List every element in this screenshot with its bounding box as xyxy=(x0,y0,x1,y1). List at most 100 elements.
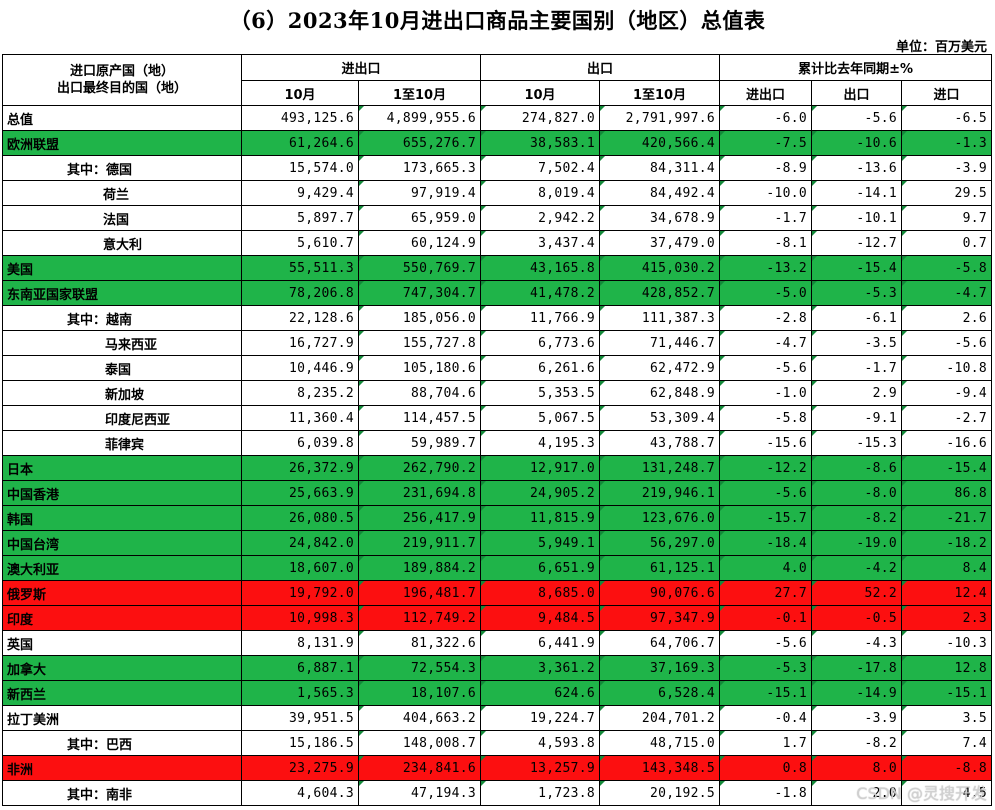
cell-trade-cum[interactable]: 105,180.6 xyxy=(357,355,482,381)
cell-trade-month[interactable]: 16,727.9 xyxy=(241,330,359,356)
cell-trade-cum[interactable]: 404,663.2 xyxy=(357,705,482,731)
row-label-cell[interactable]: 澳大利亚 xyxy=(2,555,242,581)
cell-yoy-export[interactable]: -5.3 xyxy=(811,280,903,306)
cell-export-month[interactable]: 19,224.7 xyxy=(480,705,601,731)
cell-export-month[interactable]: 41,478.2 xyxy=(480,280,601,306)
cell-yoy-import[interactable]: -5.8 xyxy=(901,255,993,281)
cell-yoy-trade[interactable]: -12.2 xyxy=(719,455,813,481)
cell-export-cum[interactable]: 84,311.4 xyxy=(599,155,721,181)
cell-export-month[interactable]: 11,815.9 xyxy=(480,505,601,531)
cell-yoy-import[interactable]: -16.6 xyxy=(901,430,993,456)
cell-yoy-export[interactable]: 2.9 xyxy=(811,380,903,406)
cell-yoy-trade[interactable]: -1.8 xyxy=(719,780,813,806)
header-export-month[interactable]: 10月 xyxy=(480,80,601,106)
cell-yoy-export[interactable]: -4.3 xyxy=(811,630,903,656)
cell-yoy-export[interactable]: -1.7 xyxy=(811,355,903,381)
row-label-cell[interactable]: 俄罗斯 xyxy=(2,580,242,606)
cell-export-cum[interactable]: 53,309.4 xyxy=(599,405,721,431)
cell-export-cum[interactable]: 111,387.3 xyxy=(599,305,721,331)
cell-yoy-export[interactable]: -9.1 xyxy=(811,405,903,431)
cell-yoy-export[interactable]: -15.4 xyxy=(811,255,903,281)
cell-export-cum[interactable]: 62,848.9 xyxy=(599,380,721,406)
cell-trade-month[interactable]: 15,186.5 xyxy=(241,730,359,756)
cell-export-month[interactable]: 6,261.6 xyxy=(480,355,601,381)
row-label-cell[interactable]: 马来西亚 xyxy=(2,330,242,356)
cell-yoy-trade[interactable]: -5.0 xyxy=(719,280,813,306)
cell-trade-cum[interactable]: 747,304.7 xyxy=(357,280,482,306)
cell-trade-month[interactable]: 23,275.9 xyxy=(241,755,359,781)
cell-export-month[interactable]: 12,917.0 xyxy=(480,455,601,481)
cell-export-month[interactable]: 7,502.4 xyxy=(480,155,601,181)
cell-yoy-import[interactable]: 12.8 xyxy=(901,655,993,681)
cell-yoy-import[interactable]: -6.5 xyxy=(901,105,993,131)
row-label-cell[interactable]: 欧洲联盟 xyxy=(2,130,242,156)
cell-trade-cum[interactable]: 185,056.0 xyxy=(357,305,482,331)
cell-yoy-trade[interactable]: -4.7 xyxy=(719,330,813,356)
cell-export-month[interactable]: 1,723.8 xyxy=(480,780,601,806)
cell-export-cum[interactable]: 428,852.7 xyxy=(599,280,721,306)
row-label-cell[interactable]: 其中：巴西 xyxy=(2,730,242,756)
cell-yoy-import[interactable]: -1.3 xyxy=(901,130,993,156)
cell-yoy-import[interactable]: -15.1 xyxy=(901,680,993,706)
cell-yoy-export[interactable]: -10.6 xyxy=(811,130,903,156)
cell-trade-cum[interactable]: 114,457.5 xyxy=(357,405,482,431)
cell-yoy-export[interactable]: 2.0 xyxy=(811,780,903,806)
cell-export-month[interactable]: 24,905.2 xyxy=(480,480,601,506)
cell-yoy-import[interactable]: -10.3 xyxy=(901,630,993,656)
cell-trade-month[interactable]: 8,131.9 xyxy=(241,630,359,656)
cell-export-cum[interactable]: 143,348.5 xyxy=(599,755,721,781)
header-group-export[interactable]: 出口 xyxy=(480,54,721,81)
cell-export-cum[interactable]: 2,791,997.6 xyxy=(599,105,721,131)
cell-export-month[interactable]: 3,361.2 xyxy=(480,655,601,681)
cell-trade-month[interactable]: 39,951.5 xyxy=(241,705,359,731)
cell-export-cum[interactable]: 48,715.0 xyxy=(599,730,721,756)
cell-yoy-trade[interactable]: -8.9 xyxy=(719,155,813,181)
cell-yoy-import[interactable]: -2.7 xyxy=(901,405,993,431)
header-group-trade[interactable]: 进出口 xyxy=(240,54,482,81)
cell-yoy-export[interactable]: -4.2 xyxy=(811,555,903,581)
cell-trade-cum[interactable]: 655,276.7 xyxy=(357,130,482,156)
cell-yoy-import[interactable]: -15.4 xyxy=(901,455,993,481)
cell-yoy-import[interactable]: 12.4 xyxy=(901,580,993,606)
cell-yoy-export[interactable]: -0.5 xyxy=(811,605,903,631)
cell-trade-month[interactable]: 10,446.9 xyxy=(241,355,359,381)
cell-yoy-trade[interactable]: -5.3 xyxy=(719,655,813,681)
row-label-cell[interactable]: 东南亚国家联盟 xyxy=(2,280,242,306)
cell-export-month[interactable]: 2,942.2 xyxy=(480,205,601,231)
cell-yoy-import[interactable]: 86.8 xyxy=(901,480,993,506)
cell-export-month[interactable]: 8,019.4 xyxy=(480,180,601,206)
cell-export-month[interactable]: 3,437.4 xyxy=(480,230,601,256)
cell-yoy-trade[interactable]: -7.5 xyxy=(719,130,813,156)
cell-yoy-import[interactable]: 29.5 xyxy=(901,180,993,206)
cell-export-month[interactable]: 624.6 xyxy=(480,680,601,706)
header-corner-cell[interactable]: 进口原产国（地） 出口最终目的国（地） xyxy=(2,54,242,106)
cell-yoy-trade[interactable]: 1.7 xyxy=(719,730,813,756)
row-label-cell[interactable]: 其中：越南 xyxy=(2,305,242,331)
cell-trade-cum[interactable]: 72,554.3 xyxy=(357,655,482,681)
row-label-cell[interactable]: 法国 xyxy=(2,205,242,231)
row-label-cell[interactable]: 其中：南非 xyxy=(2,780,242,806)
cell-yoy-trade[interactable]: -15.7 xyxy=(719,505,813,531)
cell-export-month[interactable]: 6,773.6 xyxy=(480,330,601,356)
cell-trade-month[interactable]: 5,897.7 xyxy=(241,205,359,231)
cell-trade-cum[interactable]: 60,124.9 xyxy=(357,230,482,256)
cell-yoy-trade[interactable]: -5.6 xyxy=(719,355,813,381)
cell-yoy-export[interactable]: -3.5 xyxy=(811,330,903,356)
row-label-cell[interactable]: 韩国 xyxy=(2,505,242,531)
row-label-cell[interactable]: 新加坡 xyxy=(2,380,242,406)
cell-trade-month[interactable]: 78,206.8 xyxy=(241,280,359,306)
cell-export-month[interactable]: 4,593.8 xyxy=(480,730,601,756)
cell-trade-cum[interactable]: 196,481.7 xyxy=(357,580,482,606)
cell-yoy-export[interactable]: 52.2 xyxy=(811,580,903,606)
cell-export-cum[interactable]: 20,192.5 xyxy=(599,780,721,806)
cell-export-month[interactable]: 274,827.0 xyxy=(480,105,601,131)
cell-trade-month[interactable]: 4,604.3 xyxy=(241,780,359,806)
cell-yoy-import[interactable]: 9.7 xyxy=(901,205,993,231)
cell-yoy-export[interactable]: 8.0 xyxy=(811,755,903,781)
row-label-cell[interactable]: 其中：德国 xyxy=(2,155,242,181)
cell-trade-cum[interactable]: 256,417.9 xyxy=(357,505,482,531)
cell-trade-month[interactable]: 25,663.9 xyxy=(241,480,359,506)
cell-yoy-export[interactable]: -8.0 xyxy=(811,480,903,506)
cell-export-month[interactable]: 11,766.9 xyxy=(480,305,601,331)
cell-yoy-trade[interactable]: -13.2 xyxy=(719,255,813,281)
